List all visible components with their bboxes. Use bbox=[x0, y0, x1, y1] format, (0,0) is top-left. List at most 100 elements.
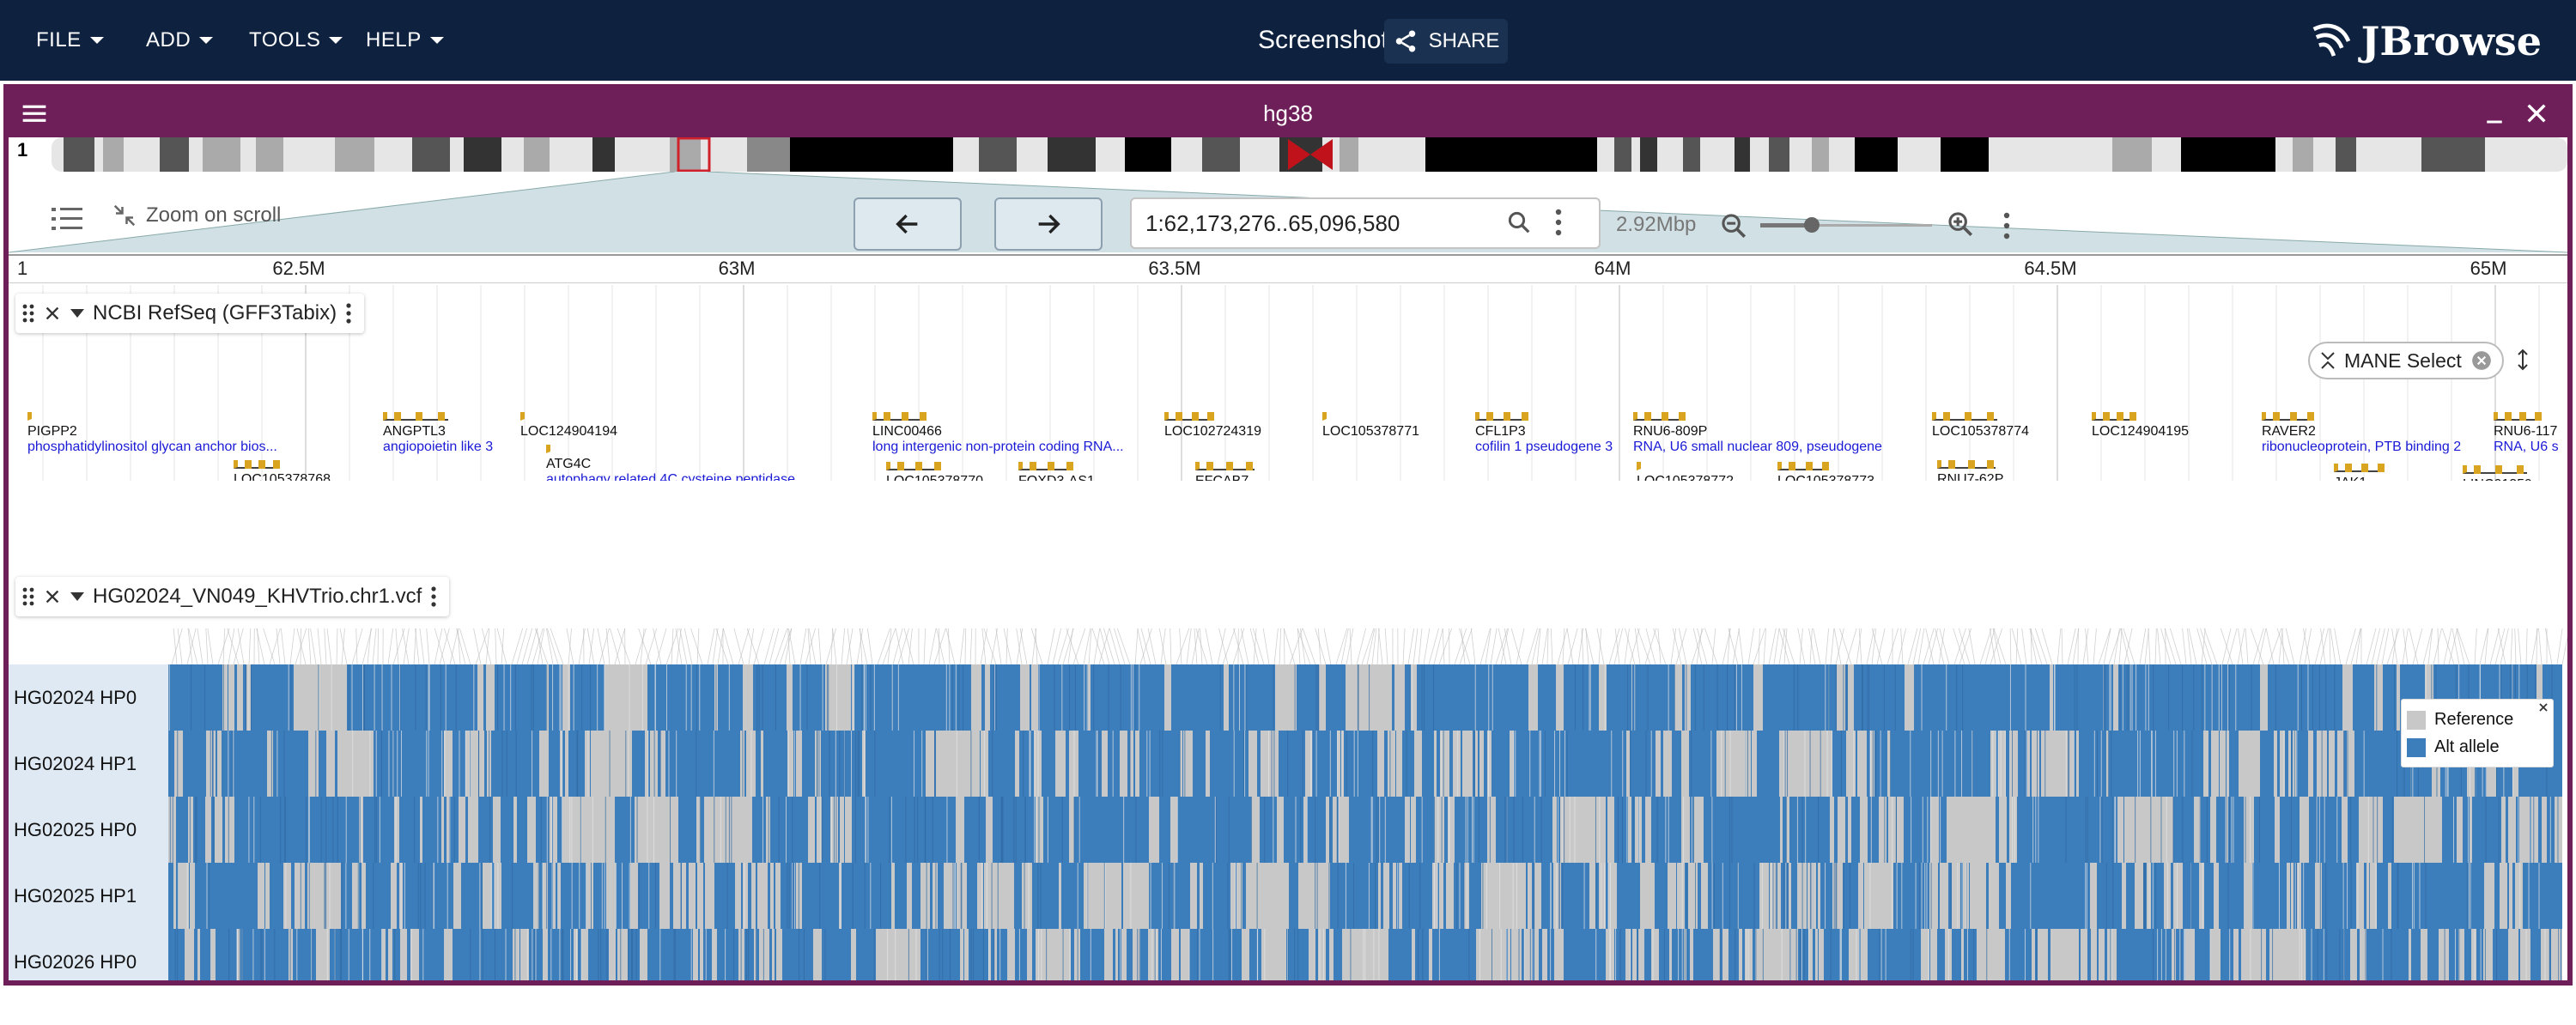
gene-feature-glyph[interactable] bbox=[234, 460, 280, 469]
gene-feature-glyph[interactable] bbox=[1777, 462, 1830, 470]
hamburger-menu-icon[interactable] bbox=[21, 100, 48, 127]
genotype-stripe bbox=[1930, 731, 1932, 797]
variant-position-connector bbox=[2457, 628, 2470, 665]
zoom-slider[interactable] bbox=[1760, 216, 1932, 234]
reference-genotype-block bbox=[1858, 863, 1863, 929]
arrow-right-icon bbox=[1038, 214, 1060, 234]
more-vert-icon[interactable] bbox=[2002, 211, 2011, 240]
genotype-stripe bbox=[1250, 797, 1252, 863]
chromosome-ideogram[interactable] bbox=[52, 137, 2567, 172]
gene-name-label[interactable]: CFL1P3 bbox=[1475, 424, 1526, 439]
gene-feature-glyph[interactable] bbox=[1322, 412, 1355, 421]
gene-feature-glyph[interactable] bbox=[383, 412, 448, 421]
genotype-stripe bbox=[1638, 797, 1640, 863]
chevron-down-icon[interactable] bbox=[70, 309, 84, 318]
menu-file[interactable]: FILE bbox=[36, 0, 104, 81]
reference-genotype-block bbox=[493, 797, 501, 863]
gene-feature-glyph[interactable] bbox=[546, 445, 568, 453]
pan-left-button[interactable] bbox=[854, 197, 962, 251]
close-icon[interactable] bbox=[2523, 100, 2550, 127]
gene-feature-glyph[interactable] bbox=[2334, 464, 2385, 472]
variant-position-connector bbox=[717, 628, 724, 665]
gene-name-label[interactable]: LOC105378774 bbox=[1932, 424, 2029, 439]
track-selector-icon[interactable] bbox=[52, 206, 82, 232]
drag-handle-icon[interactable] bbox=[22, 303, 34, 324]
gene-name-label[interactable]: LOC105378771 bbox=[1322, 424, 1419, 439]
gene-feature-glyph[interactable] bbox=[2092, 412, 2137, 421]
gene-feature-glyph[interactable] bbox=[1932, 412, 1997, 421]
menu-tools[interactable]: TOOLS bbox=[249, 0, 343, 81]
menu-help[interactable]: HELP bbox=[366, 0, 444, 81]
close-icon[interactable] bbox=[43, 587, 62, 606]
gene-feature-glyph[interactable] bbox=[2463, 465, 2527, 474]
menu-add[interactable]: ADD bbox=[146, 0, 214, 81]
gene-feature-glyph[interactable] bbox=[2494, 412, 2542, 421]
coordinate-ruler[interactable]: 1 62.5M 63M 63.5M 64M 64.5M 65M bbox=[9, 254, 2567, 283]
gene-name-label[interactable]: RAVER2 bbox=[2262, 424, 2316, 439]
genotype-stripe bbox=[1879, 929, 1880, 980]
genotype-stripe bbox=[1895, 797, 1897, 863]
variant-position-connector bbox=[1697, 628, 1708, 665]
ruler-tick-label: 63M bbox=[718, 258, 756, 279]
more-vert-icon[interactable] bbox=[1554, 208, 1563, 237]
close-icon[interactable] bbox=[43, 304, 62, 323]
cancel-icon[interactable] bbox=[2470, 349, 2493, 372]
genotype-stripe bbox=[1188, 929, 1190, 980]
variant-position-connector bbox=[1830, 628, 1835, 665]
search-icon[interactable] bbox=[1506, 209, 1532, 235]
gene-feature-glyph[interactable] bbox=[1018, 462, 1073, 470]
gene-name-label[interactable]: LOC124904195 bbox=[2092, 424, 2189, 439]
gene-name-label[interactable]: RNU6-809P bbox=[1633, 424, 1708, 439]
genotype-stripe bbox=[283, 731, 285, 797]
gene-name-label[interactable]: ANGPTL3 bbox=[383, 424, 446, 439]
mane-select-filter-chip[interactable]: MANE Select bbox=[2308, 342, 2504, 379]
variant-position-connector bbox=[550, 628, 564, 665]
pan-right-button[interactable] bbox=[994, 197, 1103, 251]
gene-name-label[interactable]: LOC102724319 bbox=[1164, 424, 1261, 439]
gene-feature-glyph[interactable] bbox=[1475, 412, 1528, 421]
gene-feature-glyph[interactable] bbox=[1633, 412, 1686, 421]
variant-position-connector bbox=[882, 628, 896, 665]
gene-feature-glyph[interactable] bbox=[1164, 412, 1215, 421]
gene-feature-glyph[interactable] bbox=[1195, 462, 1255, 470]
variant-position-connector bbox=[2157, 628, 2161, 665]
share-button[interactable]: SHARE bbox=[1384, 19, 1508, 64]
genotype-stripe bbox=[1000, 797, 1002, 863]
gene-name-label[interactable]: PIGPP2 bbox=[27, 424, 77, 439]
variant-track[interactable]: HG02024_VN049_KHVTrio.chr1.vcf HG02024 H… bbox=[9, 481, 2567, 986]
gene-feature-glyph[interactable] bbox=[1637, 462, 1649, 470]
gene-feature-glyph[interactable] bbox=[886, 462, 941, 470]
more-vert-icon[interactable] bbox=[430, 585, 437, 608]
variant-position-connector bbox=[610, 628, 621, 665]
reference-genotype-block bbox=[984, 863, 1014, 929]
gene-feature-glyph[interactable] bbox=[1937, 460, 1996, 469]
gene-name-label[interactable]: LINC00466 bbox=[872, 424, 942, 439]
gene-feature-glyph[interactable] bbox=[27, 412, 38, 421]
drag-handle-icon[interactable] bbox=[22, 586, 34, 607]
gene-name-label[interactable]: ATG4C bbox=[546, 457, 592, 471]
genotype-stripe bbox=[2300, 664, 2302, 731]
close-icon[interactable] bbox=[2537, 701, 2549, 713]
reference-genotype-block bbox=[700, 929, 703, 980]
reference-genotype-block bbox=[453, 863, 461, 929]
gene-name-label[interactable]: RNU6-117 bbox=[2494, 424, 2558, 439]
resize-vertical-icon[interactable] bbox=[2516, 349, 2530, 371]
reference-genotype-block bbox=[1789, 863, 1791, 929]
zoom-on-scroll-toggle[interactable]: Zoom on scroll bbox=[112, 203, 281, 228]
gene-feature-glyph[interactable] bbox=[872, 412, 927, 421]
gene-feature-glyph[interactable] bbox=[2262, 412, 2314, 421]
variant-matrix[interactable] bbox=[9, 481, 2567, 986]
minimize-icon[interactable] bbox=[2482, 101, 2507, 127]
gene-name-label[interactable]: LOC124904194 bbox=[520, 424, 617, 439]
genotype-stripe bbox=[1835, 863, 1837, 929]
location-search-input[interactable]: 1:62,173,276..65,096,580 bbox=[1130, 197, 1601, 249]
zoom-out-icon[interactable] bbox=[1719, 211, 1748, 240]
reference-genotype-block bbox=[2470, 797, 2472, 863]
session-title[interactable]: Screenshot bbox=[1258, 26, 1388, 54]
chevron-down-icon[interactable] bbox=[70, 592, 84, 601]
reference-genotype-block bbox=[815, 731, 821, 797]
reference-genotype-block bbox=[391, 863, 397, 929]
zoom-in-icon[interactable] bbox=[1946, 209, 1975, 239]
gene-feature-glyph[interactable] bbox=[520, 412, 548, 421]
more-vert-icon[interactable] bbox=[345, 302, 352, 324]
